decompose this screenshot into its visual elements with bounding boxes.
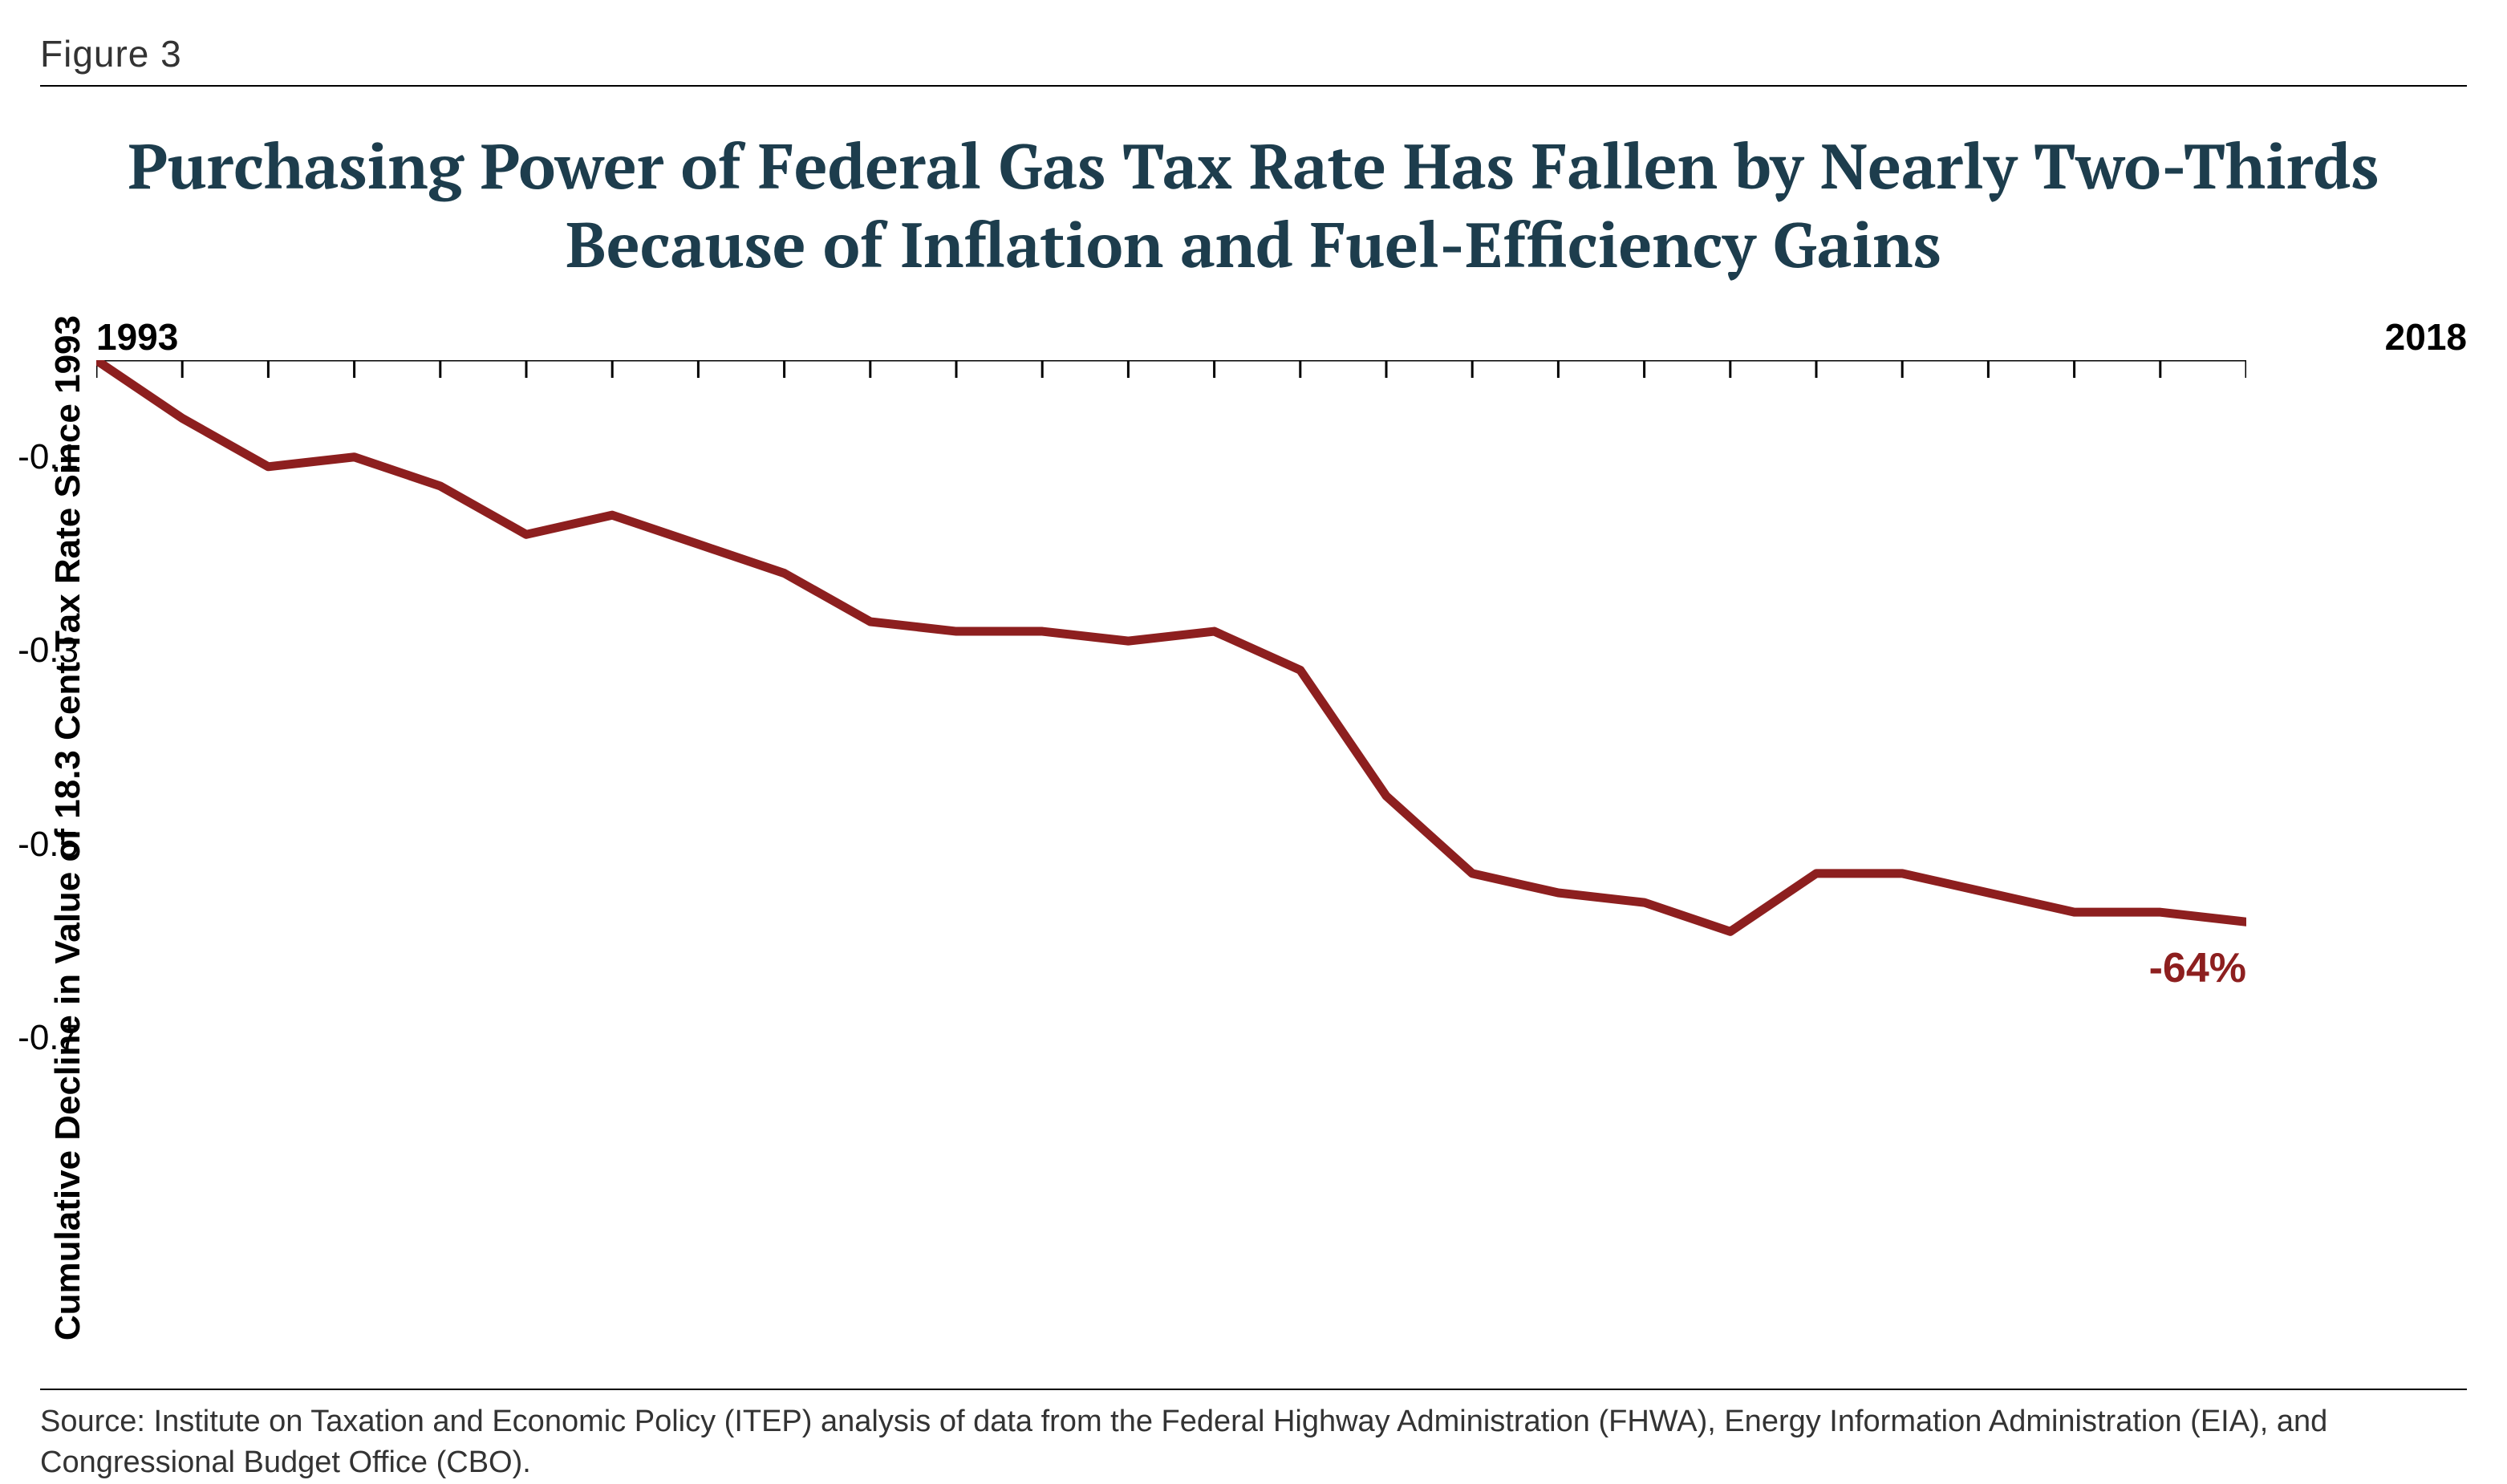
- x-axis-end-label: 2018: [2385, 315, 2467, 359]
- figure-label: Figure 3: [40, 32, 2467, 87]
- line-chart-svg: [96, 360, 2246, 1154]
- x-axis-start-label: 1993: [96, 315, 178, 359]
- chart-area: Cumulative Decline in Value of 18.3 Cent…: [40, 315, 2467, 1340]
- y-tick-label: -0.5: [18, 825, 96, 865]
- y-tick-label: -0.3: [18, 630, 96, 671]
- source-note: Source: Institute on Taxation and Econom…: [40, 1389, 2467, 1484]
- end-value-annotation: -64%: [2149, 944, 2246, 992]
- data-line: [96, 360, 2246, 931]
- y-tick-label: -0.7: [18, 1018, 96, 1058]
- y-tick-label: -0.1: [18, 437, 96, 477]
- x-axis-labels: 1993 2018: [96, 315, 2467, 360]
- plot-wrapper: 1993 2018 -0.1-0.3-0.5-0.7-64%: [96, 315, 2467, 1340]
- chart-title: Purchasing Power of Federal Gas Tax Rate…: [40, 127, 2467, 283]
- plot-svg-holder: -0.1-0.3-0.5-0.7-64%: [96, 360, 2246, 1154]
